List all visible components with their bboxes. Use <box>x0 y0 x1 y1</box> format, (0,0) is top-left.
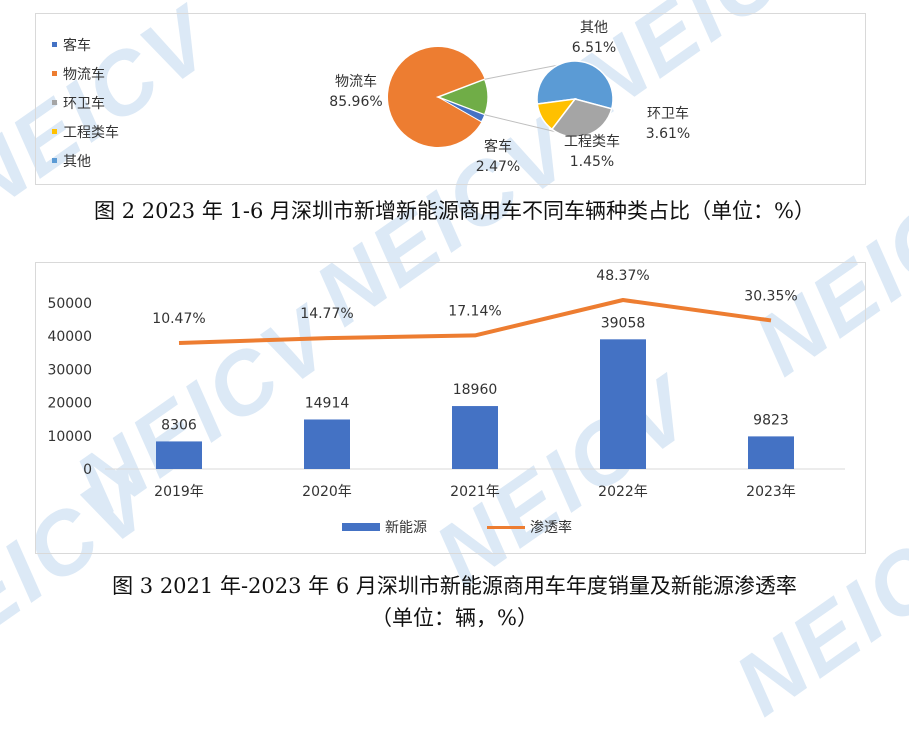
legend-swatch <box>52 42 57 47</box>
legend-label: 物流车 <box>63 66 105 83</box>
y-tick-label: 30000 <box>47 362 92 378</box>
legend-swatch <box>52 129 57 134</box>
line-data-label: 10.47% <box>152 311 205 327</box>
bar <box>156 441 202 469</box>
legend-label: 工程类车 <box>63 124 119 141</box>
figure-3-caption-unit: （单位：辆，%） <box>371 606 538 630</box>
bar-data-label: 9823 <box>753 412 789 428</box>
bar <box>452 406 498 469</box>
legend-swatch <box>52 100 57 105</box>
legend-label: 渗透率 <box>530 520 572 536</box>
line-data-label: 48.37% <box>596 268 649 284</box>
legend-swatch-line <box>487 525 525 529</box>
bar-line-chart: 0 10000 20000 30000 40000 50000 8306 14914 18960… <box>47 268 845 500</box>
legend-label: 环卫车 <box>63 95 105 112</box>
y-tick-label: 50000 <box>47 296 92 312</box>
legend-item: 物流车 <box>52 59 119 88</box>
bar <box>748 436 794 469</box>
legend-item: 客车 <box>52 30 119 59</box>
pie-chart-frame <box>35 13 866 185</box>
line-data-label: 17.14% <box>448 303 501 319</box>
pie-legend: 客车 物流车 环卫车 工程类车 其他 <box>52 30 119 175</box>
pie-label-bus: 客车 2.47% <box>470 137 526 177</box>
pie-slice-sanitation <box>550 98 613 138</box>
pie-label-value: 85.96% <box>329 94 383 110</box>
pie-label-logistics: 物流车 85.96% <box>325 72 387 112</box>
pie-slice-bus <box>437 96 486 123</box>
legend-swatch-bar <box>342 523 380 531</box>
bar-chart-frame <box>35 262 866 554</box>
bar-data-label: 18960 <box>453 382 498 398</box>
pie-label-value: 6.51% <box>571 40 617 56</box>
pie-slice-other <box>536 60 614 110</box>
legend-label: 客车 <box>63 37 91 54</box>
x-tick-label: 2020年 <box>302 484 352 500</box>
y-tick-label: 0 <box>83 462 92 478</box>
bar-data-label: 39058 <box>601 315 646 331</box>
pie-label-engineering: 工程类车 1.45% <box>552 132 632 172</box>
line-data-label: 30.35% <box>744 288 797 304</box>
figure-3-caption: 图 3 2021 年-2023 年 6 月深圳市新能源商用车年度销量及新能源渗透… <box>112 574 797 598</box>
penetration-rate-line <box>178 298 772 345</box>
pie-label-value: 1.45% <box>569 154 615 170</box>
x-tick-label: 2019年 <box>154 484 204 500</box>
bar-chart-legend: 新能源 渗透率 <box>342 517 572 537</box>
pie-chart <box>387 47 614 148</box>
bar-data-label: 8306 <box>161 417 197 433</box>
x-tick-label: 2023年 <box>746 484 796 500</box>
legend-label: 其他 <box>63 153 91 170</box>
legend-item: 工程类车 <box>52 117 119 146</box>
pie-label-name: 工程类车 <box>564 134 620 150</box>
y-tick-label: 10000 <box>47 429 92 445</box>
pie-label-name: 其他 <box>580 20 608 36</box>
legend-swatch <box>52 71 57 76</box>
bar <box>600 339 646 469</box>
pie-label-other: 其他 6.51% <box>566 18 622 58</box>
bar-data-label: 14914 <box>305 395 350 411</box>
legend-swatch <box>52 158 57 163</box>
line-data-label: 14.77% <box>300 306 353 322</box>
legend-item: 环卫车 <box>52 88 119 117</box>
figure-2-caption: 图 2 2023 年 1-6 月深圳市新增新能源商用车不同车辆种类占比（单位：%… <box>94 199 815 223</box>
pie-slice-engineering <box>536 98 577 131</box>
y-tick-label: 40000 <box>47 329 92 345</box>
y-tick-label: 20000 <box>47 396 92 412</box>
pie-label-name: 环卫车 <box>647 106 689 122</box>
pie-label-value: 3.61% <box>645 126 691 142</box>
x-tick-label: 2021年 <box>450 484 500 500</box>
pie-label-name: 客车 <box>484 139 512 155</box>
pie-label-name: 物流车 <box>335 74 377 90</box>
bar <box>304 419 350 469</box>
x-tick-label: 2022年 <box>598 484 648 500</box>
pie-label-value: 2.47% <box>475 159 521 175</box>
pie-label-sanitation: 环卫车 3.61% <box>636 104 700 144</box>
legend-label: 新能源 <box>385 520 427 536</box>
legend-item: 其他 <box>52 146 119 175</box>
